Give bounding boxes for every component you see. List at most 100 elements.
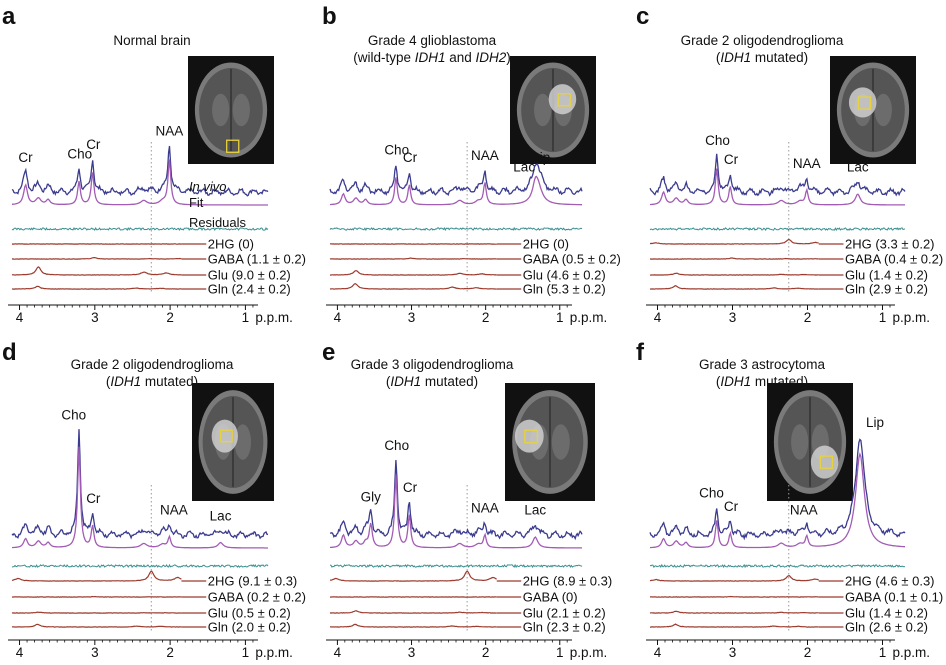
x-tick-label: 1 xyxy=(242,310,250,325)
panel-title: Grade 2 oligodendroglioma xyxy=(71,357,234,372)
peak-label: Cr xyxy=(403,480,418,495)
peak-label: Lac xyxy=(524,503,546,518)
panel-letter: c xyxy=(636,3,649,30)
metabolite-trace-gaba xyxy=(11,595,182,598)
x-tick-label: 1 xyxy=(879,310,887,325)
x-tick-label: 1 xyxy=(879,645,887,660)
metabolite-label: GABA (0) xyxy=(523,590,578,605)
x-tick-label: 3 xyxy=(91,310,99,325)
x-tick-label: 2 xyxy=(804,645,812,660)
x-axis-unit: p.p.m. xyxy=(255,310,293,325)
metabolite-trace-gln xyxy=(11,285,182,290)
peak-label: Cho xyxy=(67,146,92,161)
mri-thumbnail xyxy=(188,56,274,164)
peak-label: Cho xyxy=(705,133,730,148)
metabolite-trace-gaba xyxy=(649,257,819,260)
metabolite-trace-gaba xyxy=(650,595,819,598)
panel-letter: f xyxy=(636,339,645,366)
metabolite-trace-gln xyxy=(329,283,497,290)
mri-thumbnail xyxy=(510,56,596,164)
peak-label: Cho xyxy=(384,438,409,453)
metabolite-label: Glu (2.1 ± 0.2) xyxy=(523,606,606,621)
metabolite-trace-2hg xyxy=(649,238,819,245)
fit-trace xyxy=(650,168,905,206)
metabolite-label: Gln (2.4 ± 0.2) xyxy=(208,282,291,297)
metabolite-label: Glu (4.6 ± 0.2) xyxy=(523,268,606,283)
metabolite-label: GABA (0.5 ± 0.2) xyxy=(523,252,621,267)
x-tick-label: 2 xyxy=(804,310,812,325)
peak-label: NAA xyxy=(160,503,188,518)
panel-title: Grade 3 oligodendroglioma xyxy=(351,357,514,372)
peak-label: NAA xyxy=(793,156,821,171)
x-tick-label: 4 xyxy=(654,310,662,325)
residuals-trace xyxy=(329,563,583,569)
panel-title: (IDH1 mutated) xyxy=(106,374,198,389)
x-axis: 4 3 2 1 p.p.m. xyxy=(646,639,931,660)
metabolite-label: 2HG (8.9 ± 0.3) xyxy=(523,574,613,589)
metabolite-trace-gln xyxy=(650,623,819,628)
fit-trace xyxy=(11,159,268,206)
x-tick-label: 2 xyxy=(482,310,490,325)
metabolite-trace-gln xyxy=(649,285,819,290)
residuals-trace xyxy=(11,226,269,232)
x-tick-label: 4 xyxy=(654,645,662,660)
peak-label: Cr xyxy=(724,152,739,167)
metabolite-trace-glu xyxy=(11,611,182,614)
peak-label: Cr xyxy=(86,491,101,506)
x-tick-label: 3 xyxy=(91,645,99,660)
roi-box xyxy=(857,96,872,110)
trace-label-in_vivo: In vivo xyxy=(189,179,227,194)
metabolite-label: 2HG (4.6 ± 0.3) xyxy=(845,574,935,589)
x-tick-label: 3 xyxy=(729,645,737,660)
x-tick-label: 1 xyxy=(556,310,564,325)
peak-label: Cr xyxy=(403,150,418,165)
in-vivo-trace xyxy=(11,145,269,197)
peak-label: NAA xyxy=(155,124,183,139)
panel-d: d Grade 2 oligodendroglioma (IDH1 mutated)… xyxy=(2,339,306,660)
peak-label: Cho xyxy=(61,408,86,423)
x-axis-unit: p.p.m. xyxy=(255,645,293,660)
trace-label-fit: Fit xyxy=(189,195,204,210)
x-tick-label: 2 xyxy=(482,645,490,660)
mri-thumbnail xyxy=(192,383,274,501)
metabolite-label: 2HG (0) xyxy=(523,237,569,252)
x-axis: 4 3 2 1 p.p.m. xyxy=(8,304,293,325)
metabolite-trace-glu xyxy=(649,610,819,614)
panel-b: b Grade 4 glioblastoma (wild-type IDH1 and… xyxy=(322,3,621,325)
fit-trace xyxy=(329,175,582,206)
mri-thumbnail xyxy=(767,383,853,501)
x-tick-label: 2 xyxy=(166,645,174,660)
metabolite-trace-2hg xyxy=(649,574,820,582)
x-axis: 4 3 2 1 p.p.m. xyxy=(8,639,293,660)
in-vivo-trace xyxy=(11,429,269,540)
panel-c: c Grade 2 oligodendroglioma (IDH1 mutated)… xyxy=(636,3,943,325)
x-axis-unit: p.p.m. xyxy=(893,645,931,660)
x-axis-unit: p.p.m. xyxy=(570,310,608,325)
peak-label: Cr xyxy=(18,150,33,165)
x-tick-label: 3 xyxy=(408,645,416,660)
x-axis-unit: p.p.m. xyxy=(570,645,608,660)
panel-title: Normal brain xyxy=(113,33,190,48)
x-axis: 4 3 2 1 p.p.m. xyxy=(646,304,931,325)
metabolite-trace-gln xyxy=(11,623,182,628)
metabolite-label: Glu (1.4 ± 0.2) xyxy=(845,606,928,621)
peak-label: NAA xyxy=(471,501,499,516)
trace-label-residuals: Residuals xyxy=(189,215,247,230)
panel-letter: e xyxy=(322,339,335,366)
roi-box xyxy=(819,455,834,469)
mri-thumbnail xyxy=(830,56,916,164)
metabolite-label: Glu (1.4 ± 0.2) xyxy=(845,268,928,283)
roi-box xyxy=(220,429,233,443)
x-axis-unit: p.p.m. xyxy=(893,310,931,325)
metabolite-label: GABA (1.1 ± 0.2) xyxy=(208,252,306,267)
roi-box xyxy=(557,93,571,107)
metabolite-trace-2hg xyxy=(11,570,182,582)
metabolite-trace-gaba xyxy=(11,257,182,260)
metabolite-label: GABA (0.1 ± 0.1) xyxy=(845,590,943,605)
peak-label: Cho xyxy=(699,486,724,501)
residuals-trace xyxy=(649,563,906,569)
metabolite-trace-glu xyxy=(329,610,497,614)
fit-trace xyxy=(330,475,582,549)
